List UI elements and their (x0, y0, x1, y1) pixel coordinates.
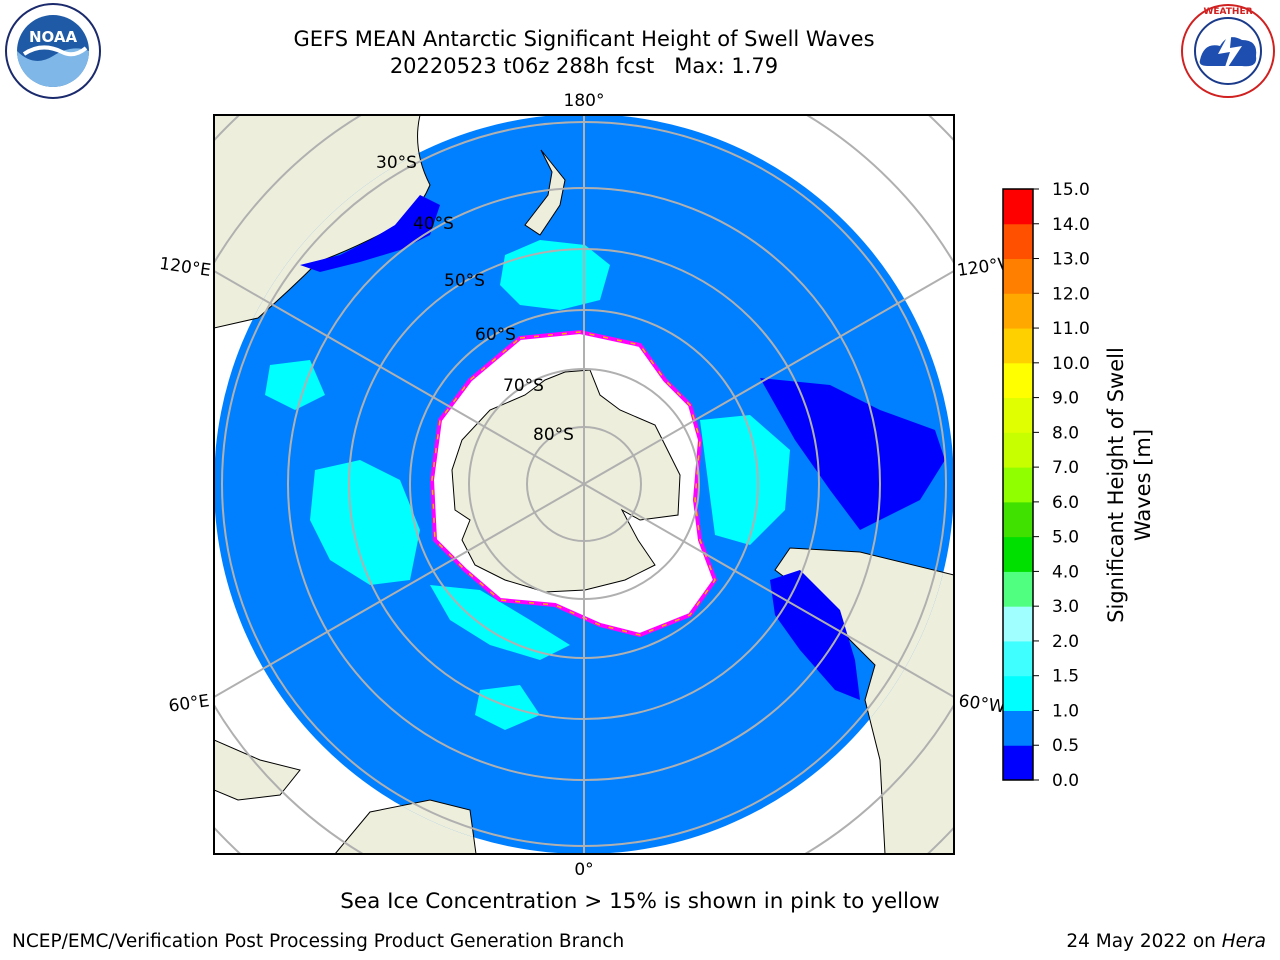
low-swell-patch (300, 195, 440, 272)
footer-credit: NCEP/EMC/Verification Post Processing Pr… (12, 931, 625, 952)
colorbar-tick-label: 7.0 (1052, 458, 1079, 478)
colorbar-swatch (1003, 189, 1033, 225)
cyan-swell-patch (475, 685, 540, 730)
colorbar-tick-label: 13.0 (1052, 250, 1090, 270)
colorbar-swatch (1003, 328, 1033, 364)
lon-label-top: 180° (564, 91, 605, 111)
cyan-swell-patch (430, 585, 570, 660)
colorbar-swatch (1003, 745, 1033, 781)
colorbar-swatch (1003, 258, 1033, 294)
colorbar-swatch (1003, 432, 1033, 468)
africa-land (214, 739, 301, 801)
footer-host: Hera (1221, 931, 1266, 952)
colorbar-tick-label: 4.0 (1052, 562, 1079, 582)
colorbar-swatch (1003, 571, 1033, 607)
colorbar-tick-label: 9.0 (1052, 389, 1079, 409)
low-swell-patch (760, 378, 945, 530)
lat-label-60s: 60°S (475, 325, 516, 345)
colorbar-label-line1: Significant Height of Swell (1104, 347, 1128, 623)
cyan-swell-patch (700, 415, 790, 545)
lat-label-80s: 80°S (533, 425, 574, 445)
colorbar-tick-label: 0.0 (1052, 771, 1079, 791)
colorbar-swatch (1003, 606, 1033, 642)
colorbar-swatch (1003, 397, 1033, 433)
lat-label-40s: 40°S (413, 214, 454, 234)
colorbar-ticks: 0.0 0.5 1.0 1.5 2.0 3.0 4.0 5.0 6.0 7.0 8.0 9.0 10.0… (1033, 180, 1090, 791)
cyan-swell-patch (310, 460, 420, 585)
colorbar-tick-label: 8.0 (1052, 423, 1079, 443)
title-line-1: GEFS MEAN Antarctic Significant Height o… (293, 27, 875, 51)
colorbar-swatch (1003, 467, 1033, 503)
colorbar-swatch (1003, 223, 1033, 260)
colorbar-swatch (1003, 710, 1033, 746)
lat-label-50s: 50°S (444, 271, 485, 291)
lat-label-30s: 30°S (376, 153, 417, 173)
colorbar-swatch (1003, 362, 1033, 399)
colorbar-tick-label: 2.0 (1052, 632, 1079, 652)
antarctica-land (451, 369, 681, 593)
colorbar-tick-label: 6.0 (1052, 493, 1079, 513)
colorbar-swatch (1003, 501, 1033, 538)
colorbar-tick-label: 1.5 (1052, 667, 1079, 687)
svg-text:WEATHER: WEATHER (1203, 7, 1252, 17)
colorbar-tick-label: 11.0 (1052, 319, 1090, 339)
title-line-2: 20220523 t06z 288h fcst Max: 1.79 (389, 54, 779, 78)
colorbar-swatch (1003, 640, 1033, 677)
lat-label-70s: 70°S (503, 376, 544, 396)
noaa-logo-text: NOAA (29, 28, 78, 46)
sea-ice-caption: Sea Ice Concentration > 15% is shown in … (340, 889, 940, 914)
nws-logo-icon: WEATHER (1181, 4, 1275, 98)
colorbar-tick-label: 5.0 (1052, 528, 1079, 548)
colorbar-swatches (1003, 189, 1033, 781)
lon-label-bottom: 0° (574, 860, 593, 880)
colorbar-swatch (1003, 536, 1033, 572)
colorbar-tick-label: 12.0 (1052, 284, 1090, 304)
colorbar-tick-label: 15.0 (1052, 180, 1090, 200)
low-swell-patch (770, 570, 860, 700)
colorbar-tick-label: 1.0 (1052, 701, 1079, 721)
colorbar-tick-label: 0.5 (1052, 736, 1079, 756)
colorbar-swatch (1003, 293, 1033, 329)
cyan-swell-patch (500, 240, 610, 310)
colorbar-tick-label: 14.0 (1052, 215, 1090, 235)
colorbar-swatch (1003, 675, 1033, 711)
footer-date-text: 24 May 2022 on (1066, 931, 1222, 952)
colorbar-label-line2: Waves [m] (1131, 429, 1155, 541)
colorbar-tick-label: 3.0 (1052, 597, 1079, 617)
chart-title: GEFS MEAN Antarctic Significant Height o… (0, 26, 1168, 80)
footer-date: 24 May 2022 on Hera (1066, 931, 1266, 952)
colorbar-tick-label: 10.0 (1052, 354, 1090, 374)
noaa-logo-icon: NOAA (5, 3, 101, 99)
